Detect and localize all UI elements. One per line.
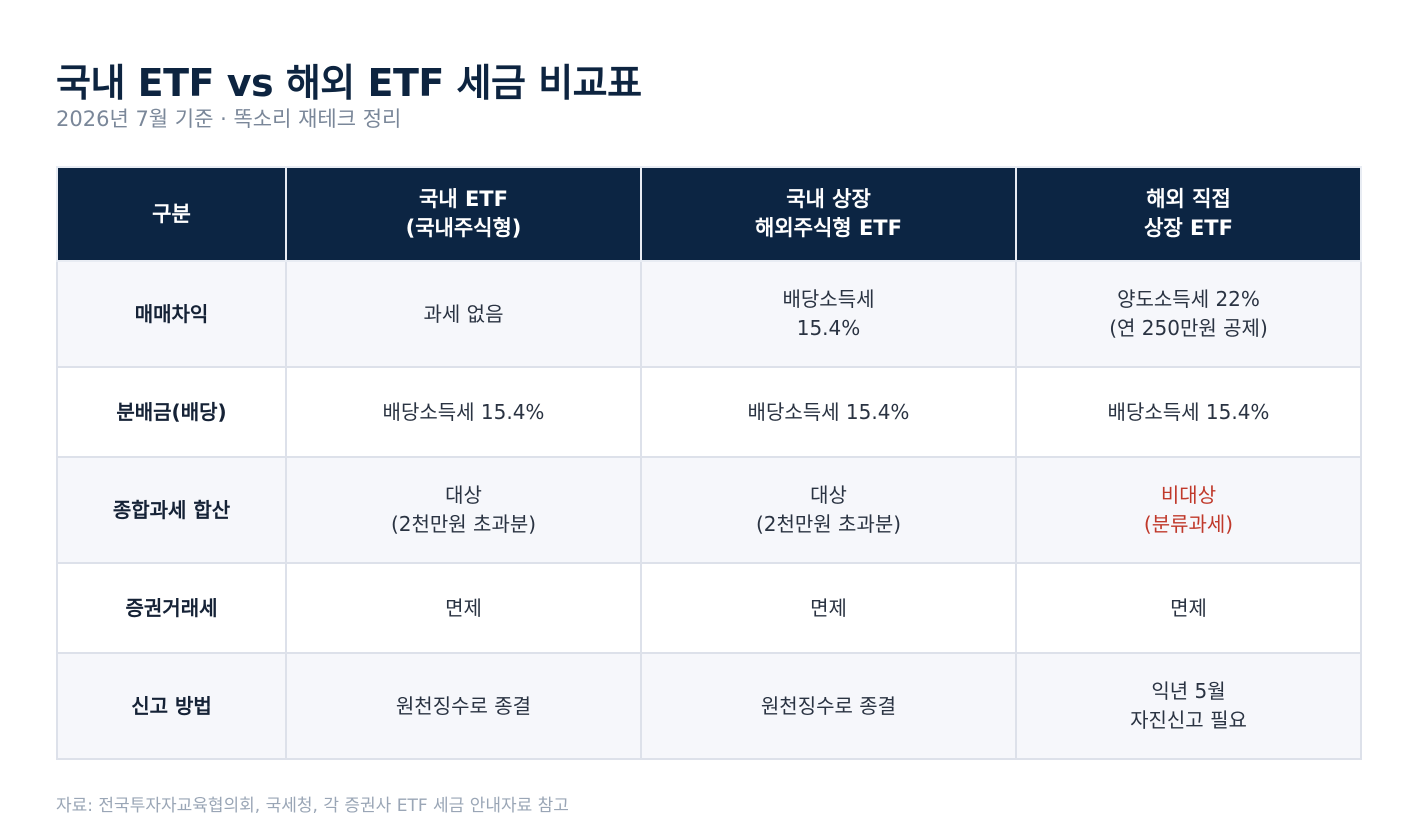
table-cell: 배당소득세 15.4%: [1015, 366, 1362, 458]
table-cell-highlight: 비대상 (분류과세): [1015, 456, 1362, 564]
row-label: 분배금(배당): [56, 366, 287, 458]
table-cell: 양도소득세 22% (연 250만원 공제): [1015, 260, 1362, 368]
table-row-distribution: 분배금(배당) 배당소득세 15.4% 배당소득세 15.4% 배당소득세 15…: [56, 366, 1362, 458]
row-label: 매매차익: [56, 260, 287, 368]
table-cell: 대상 (2천만원 초과분): [640, 456, 1017, 564]
source-note: 자료: 전국투자자교육협의회, 국세청, 각 증권사 ETF 세금 안내자료 참…: [56, 796, 569, 816]
page-title: 국내 ETF vs 해외 ETF 세금 비교표: [56, 61, 642, 105]
table-cell: 면제: [640, 562, 1017, 654]
table-row-transaction-tax: 증권거래세 면제 면제 면제: [56, 562, 1362, 654]
table-cell: 원천징수로 종결: [285, 652, 642, 760]
table-cell: 익년 5월 자진신고 필요: [1015, 652, 1362, 760]
table-cell: 면제: [1015, 562, 1362, 654]
table-row-capital-gains: 매매차익 과세 없음 배당소득세 15.4% 양도소득세 22% (연 250만…: [56, 260, 1362, 368]
table-cell: 배당소득세 15.4%: [640, 260, 1017, 368]
table-cell: 면제: [285, 562, 642, 654]
table-cell: 배당소득세 15.4%: [640, 366, 1017, 458]
table-row-filing-method: 신고 방법 원천징수로 종결 원천징수로 종결 익년 5월 자진신고 필요: [56, 652, 1362, 760]
row-label: 신고 방법: [56, 652, 287, 760]
header-category: 구분: [56, 166, 287, 262]
table-cell: 원천징수로 종결: [640, 652, 1017, 760]
comparison-table: 구분 국내 ETF (국내주식형) 국내 상장 해외주식형 ETF 해외 직접 …: [56, 166, 1362, 760]
table-cell: 배당소득세 15.4%: [285, 366, 642, 458]
table-cell: 과세 없음: [285, 260, 642, 368]
row-label: 증권거래세: [56, 562, 287, 654]
header-domestic-etf: 국내 ETF (국내주식형): [285, 166, 642, 262]
header-overseas-listed-etf: 해외 직접 상장 ETF: [1015, 166, 1362, 262]
table-cell: 대상 (2천만원 초과분): [285, 456, 642, 564]
page-subtitle: 2026년 7월 기준 · 똑소리 재테크 정리: [56, 107, 402, 131]
table-header-row: 구분 국내 ETF (국내주식형) 국내 상장 해외주식형 ETF 해외 직접 …: [56, 166, 1362, 262]
header-domestic-listed-foreign-etf: 국내 상장 해외주식형 ETF: [640, 166, 1017, 262]
table-row-comprehensive-tax: 종합과세 합산 대상 (2천만원 초과분) 대상 (2천만원 초과분) 비대상 …: [56, 456, 1362, 564]
row-label: 종합과세 합산: [56, 456, 287, 564]
